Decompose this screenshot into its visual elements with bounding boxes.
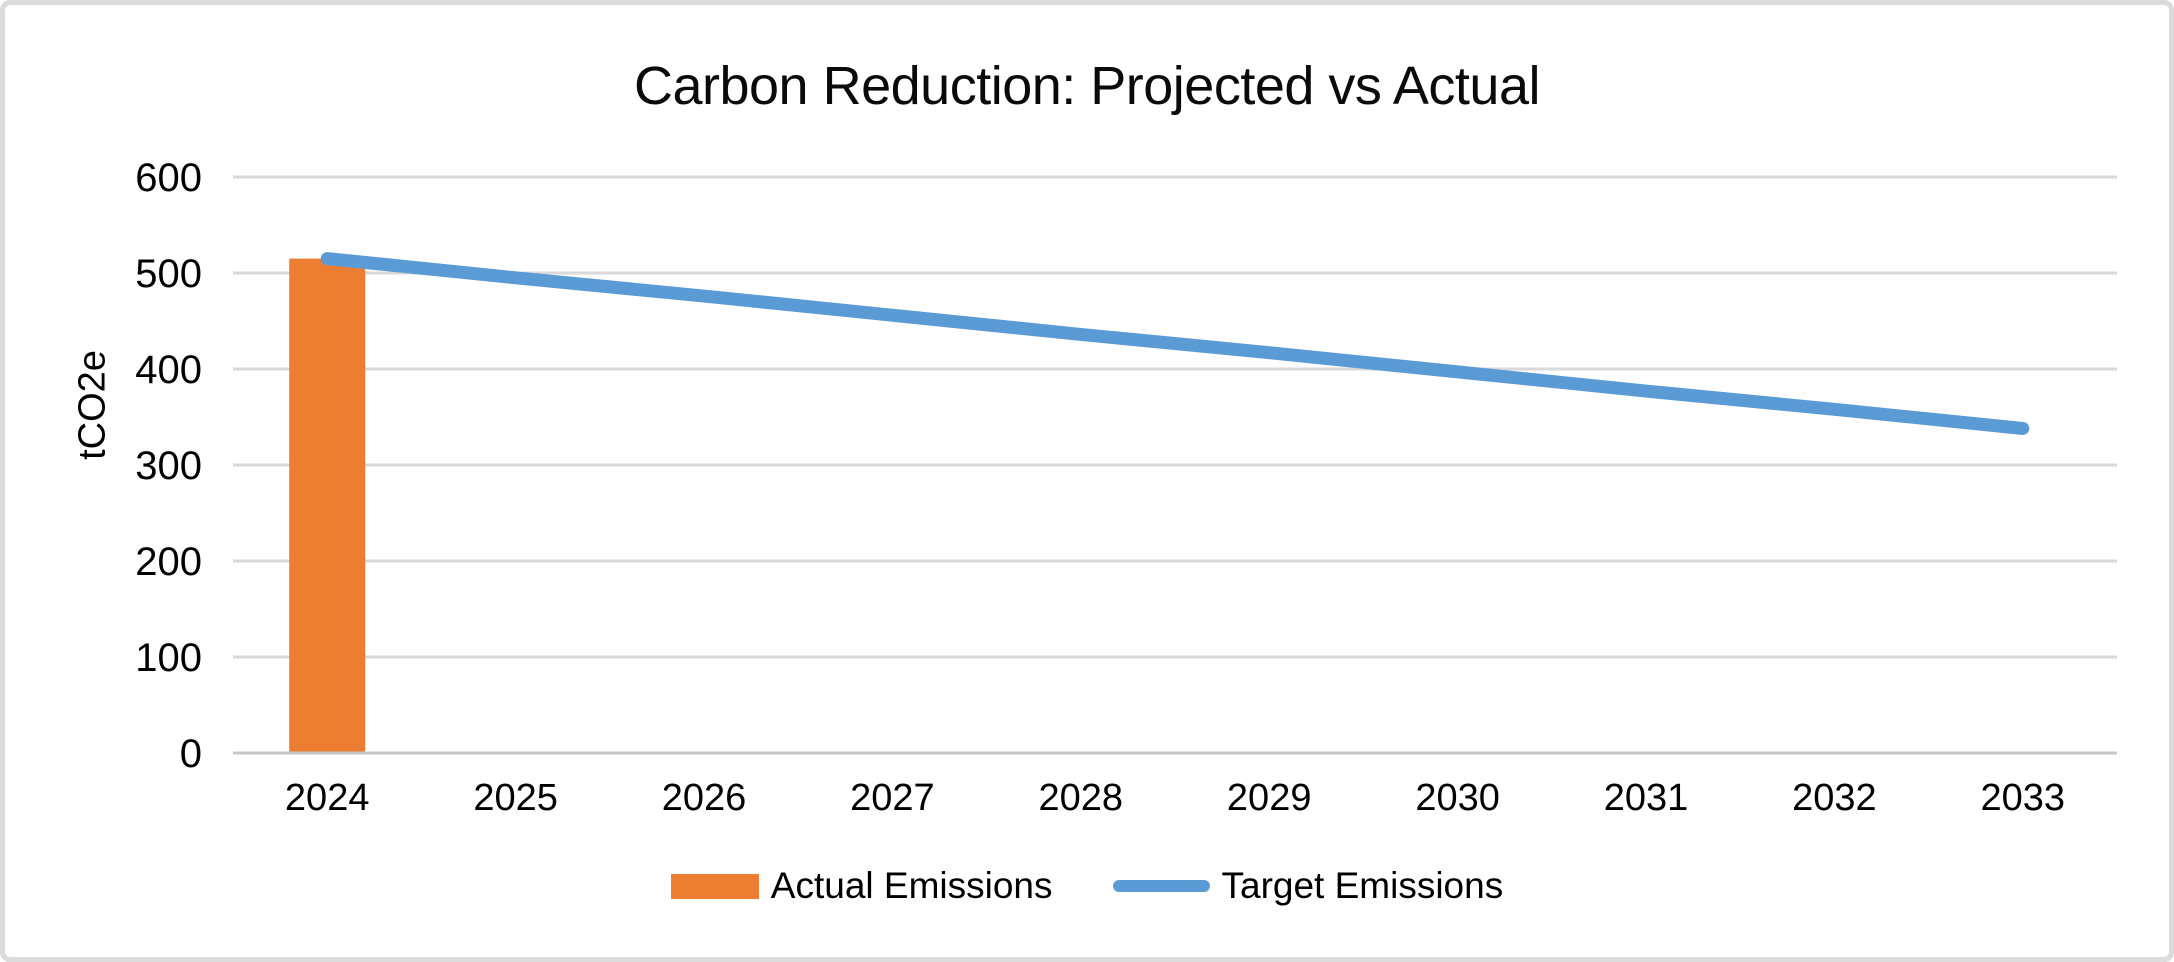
legend-item-target: Target Emissions xyxy=(1112,865,1504,907)
legend-label-target: Target Emissions xyxy=(1221,865,1504,906)
legend: Actual Emissions Target Emissions xyxy=(5,865,2169,907)
x-tick-label: 2030 xyxy=(1415,777,1500,819)
x-tick-label: 2031 xyxy=(1604,777,1689,819)
x-tick-label: 2028 xyxy=(1039,777,1124,819)
x-tick-label: 2025 xyxy=(473,777,558,819)
x-tick-label: 2032 xyxy=(1792,777,1877,819)
y-tick-label: 300 xyxy=(135,444,202,488)
plot-area: 0 100 200 300 400 500 600 2024 2025 2026 2027 2028 2… xyxy=(135,156,2117,819)
y-tick-label: 500 xyxy=(135,252,202,296)
legend-bar-swatch xyxy=(670,873,759,899)
chart-title: Carbon Reduction: Projected vs Actual xyxy=(633,56,1541,116)
x-tick-label: 2029 xyxy=(1227,777,1312,819)
bar-2024 xyxy=(289,258,366,753)
x-tick-label: 2024 xyxy=(285,777,370,819)
legend-label-actual: Actual Emissions xyxy=(770,865,1053,906)
y-tick-label: 400 xyxy=(135,348,202,392)
x-tick-label: 2026 xyxy=(662,777,747,819)
y-tick-label: 200 xyxy=(135,540,202,584)
target-emissions-line xyxy=(320,252,2030,436)
y-tick-label: 0 xyxy=(180,732,202,776)
legend-item-actual: Actual Emissions xyxy=(670,865,1053,907)
y-tick-label: 600 xyxy=(135,156,202,200)
x-tick-label: 2027 xyxy=(850,777,935,819)
x-tick-label: 2033 xyxy=(1981,777,2066,819)
y-tick-label: 100 xyxy=(135,636,202,680)
legend-line-swatch xyxy=(1112,880,1210,892)
